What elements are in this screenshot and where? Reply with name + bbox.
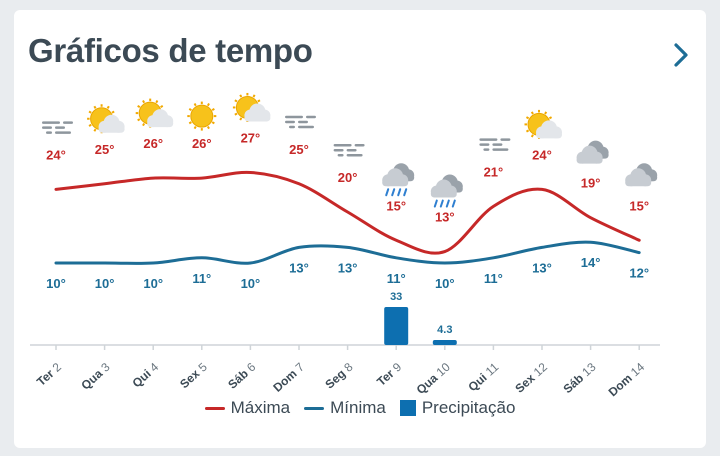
legend-item-max[interactable]: Máxima: [204, 398, 291, 418]
legend-item-min[interactable]: Mínima: [304, 398, 386, 418]
max-temp-label: 19°: [581, 176, 601, 191]
precip-bar: [384, 307, 409, 345]
x-tick-label: Seg 8: [322, 360, 355, 392]
precip-bar: [432, 340, 457, 345]
min-temp-label: 10°: [95, 276, 115, 291]
min-temp-label: 10°: [241, 276, 261, 291]
min-temp-label: 10°: [435, 276, 455, 291]
chevron-right-icon[interactable]: [668, 40, 694, 70]
x-tick-label: Sáb 6: [225, 360, 258, 392]
rain-icon: [430, 174, 463, 208]
min-temp-label: 13°: [338, 260, 358, 275]
sun-cloud-icon: [87, 104, 125, 134]
max-temp-label: 25°: [289, 142, 309, 157]
max-temp-label: 15°: [386, 198, 406, 213]
x-tick-label: Sex 5: [177, 360, 210, 392]
x-tick-label: Sex 12: [512, 360, 550, 396]
fog-icon: [42, 121, 73, 134]
max-temp-label: 26°: [143, 136, 163, 151]
max-temp-label: 21°: [484, 164, 504, 179]
min-temp-label: 11°: [387, 271, 406, 286]
page-title: Gráficos de tempo: [28, 32, 313, 69]
cloud-icon: [576, 140, 609, 164]
x-tick-label: Qui 11: [465, 360, 501, 395]
x-tick-label: Ter 9: [374, 360, 404, 389]
min-temp-label: 12°: [629, 266, 649, 281]
rain-icon: [382, 163, 415, 197]
min-temp-label: 13°: [532, 260, 552, 275]
x-tick-label: Dom 7: [270, 360, 307, 395]
max-temp-label: 13°: [435, 210, 455, 225]
fog-icon: [479, 138, 511, 151]
x-tick-label: Dom 14: [606, 360, 648, 400]
min-temp-line: [54, 240, 641, 265]
legend-item-precip[interactable]: Precipitação: [399, 398, 516, 418]
x-tick-label: Qua 3: [78, 360, 112, 393]
min-temp-label: 10°: [143, 276, 163, 291]
legend-precip-label: Precipitação: [421, 398, 516, 417]
precip-value-label: 4.3: [437, 324, 452, 336]
max-temp-label: 26°: [192, 136, 212, 151]
legend-precip-swatch: [399, 400, 416, 416]
precip-value-label: 33: [390, 291, 402, 303]
min-temp-label: 10°: [46, 276, 66, 291]
max-temp-label: 15°: [629, 198, 649, 213]
max-temp-label: 24°: [46, 147, 66, 162]
chart-legend: Máxima Mínima Precipitação: [0, 398, 720, 418]
max-temp-label: 20°: [338, 170, 358, 185]
weather-chart-card: Gráficos de tempo: [14, 10, 706, 448]
legend-min-swatch: [304, 406, 325, 410]
x-tick-label: Ter 2: [34, 360, 64, 389]
sun-cloud-icon: [524, 109, 562, 139]
sun-icon: [187, 101, 217, 131]
x-tick-label: Qua 10: [414, 360, 453, 397]
x-tick-label: Qui 4: [130, 360, 162, 391]
sun-cloud-icon: [135, 98, 174, 128]
fog-icon: [285, 115, 316, 129]
legend-max-label: Máxima: [230, 398, 291, 417]
min-temp-label: 13°: [289, 260, 309, 275]
x-tick-label: Sáb 13: [560, 360, 598, 397]
max-temp-label: 24°: [532, 147, 552, 162]
sun-cloud-icon: [232, 92, 271, 122]
max-temp-line: [54, 170, 641, 255]
max-temp-label: 27°: [241, 130, 261, 145]
min-temp-label: 14°: [581, 255, 601, 270]
max-temp-label: 25°: [95, 142, 115, 157]
min-temp-label: 11°: [484, 271, 503, 286]
cloud-icon: [625, 163, 658, 187]
fog-icon: [333, 144, 365, 157]
min-temp-label: 11°: [192, 271, 211, 286]
legend-max-swatch: [204, 406, 225, 410]
legend-min-label: Mínima: [330, 398, 386, 417]
